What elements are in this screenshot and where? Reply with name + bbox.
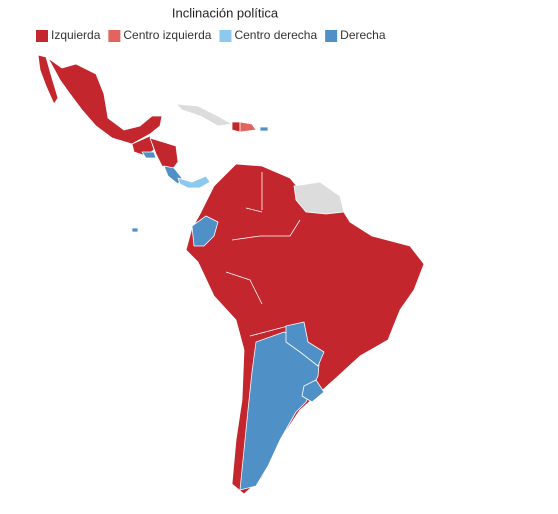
country <box>131 227 139 233</box>
country <box>191 215 219 247</box>
legend-label: Derecha <box>340 28 386 42</box>
legend-title: Inclinación política <box>172 5 279 20</box>
country <box>37 54 59 105</box>
country <box>293 181 345 215</box>
legend-swatch <box>219 30 232 42</box>
country <box>231 121 241 133</box>
countries <box>37 54 425 495</box>
legend-label: Centro izquierda <box>123 28 211 42</box>
country <box>177 175 211 189</box>
legend-label: Izquierda <box>51 28 101 42</box>
country <box>285 321 325 367</box>
legend-label: Centro derecha <box>234 28 317 42</box>
legend-swatch <box>325 30 338 42</box>
legend: Izquierda Centro izquierda Centro derecha D… <box>36 28 386 42</box>
country <box>175 103 233 127</box>
border <box>225 172 301 337</box>
country <box>259 126 269 132</box>
legend-swatch <box>36 30 48 42</box>
country <box>301 379 325 403</box>
country <box>141 151 157 159</box>
legend-swatch <box>108 30 121 42</box>
country <box>47 57 163 145</box>
country <box>239 121 257 133</box>
